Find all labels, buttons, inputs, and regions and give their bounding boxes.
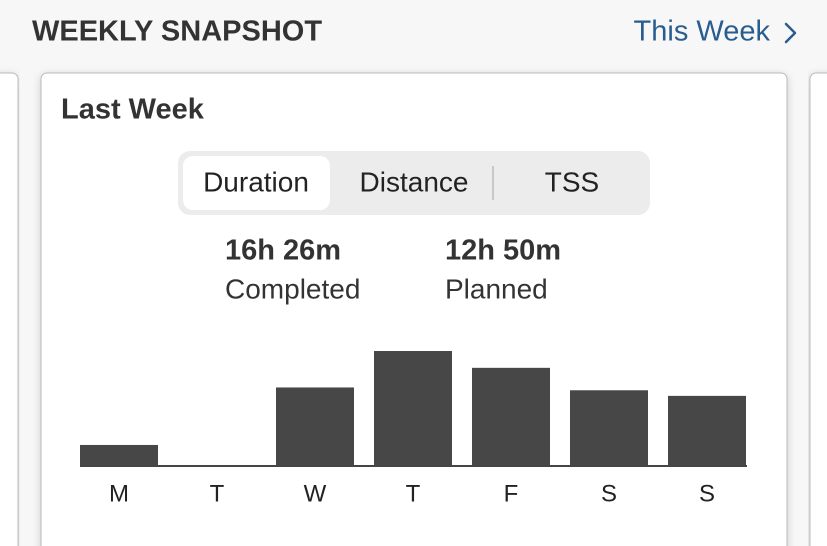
selected-segment[interactable] <box>183 156 330 210</box>
card-title: Last Week <box>61 94 205 126</box>
bar <box>80 444 158 466</box>
this-week-link[interactable]: This Week <box>634 16 797 48</box>
bar <box>668 395 746 466</box>
x-tick-label: W <box>304 480 327 507</box>
section-title: WEEKLY SNAPSHOT <box>32 16 322 48</box>
stat-label: Planned <box>445 273 548 304</box>
stat-value: 12h 50m <box>445 235 561 267</box>
x-tick-label: F <box>504 480 519 507</box>
x-tick-label: S <box>601 480 617 507</box>
x-tick-label: T <box>210 480 225 507</box>
bar <box>472 367 550 466</box>
bar <box>276 387 354 466</box>
next-card[interactable] <box>809 72 827 546</box>
stat-value: 16h 26m <box>225 235 341 267</box>
tab[interactable]: TSS <box>545 166 599 197</box>
chevron[interactable] <box>784 22 797 44</box>
prev-card[interactable] <box>0 72 19 546</box>
stat-label: Completed <box>225 273 360 304</box>
x-tick-label: T <box>406 480 421 507</box>
x-tick-label: S <box>699 480 715 507</box>
bar <box>374 351 452 466</box>
card <box>40 72 788 546</box>
bar <box>570 390 648 466</box>
link-text[interactable]: This Week <box>634 16 771 48</box>
x-tick-label: M <box>109 480 129 507</box>
tab[interactable]: Distance <box>360 166 469 197</box>
tab[interactable]: Duration <box>203 166 309 197</box>
